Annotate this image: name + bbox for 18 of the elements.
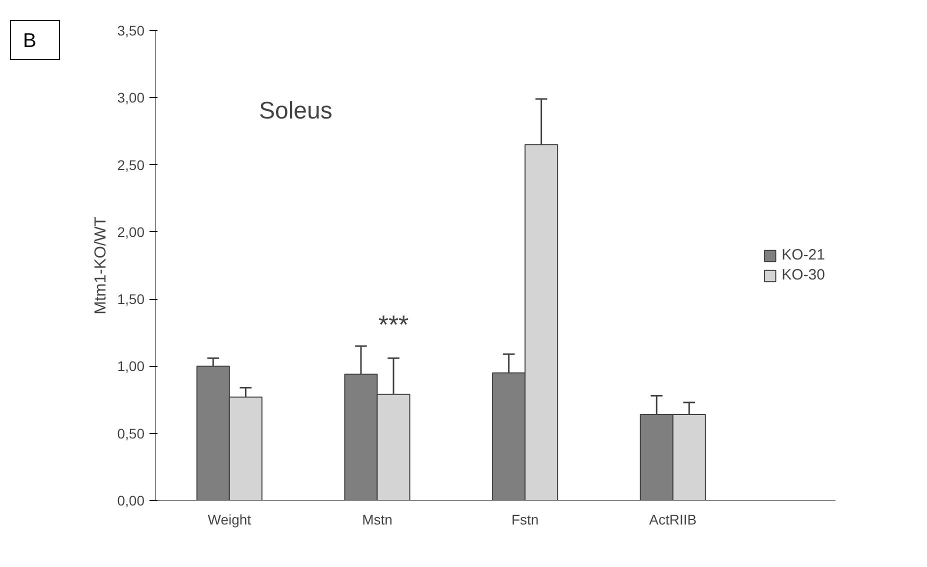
- x-tick-label: ActRIIB: [649, 512, 697, 528]
- x-tick-label: Weight: [208, 512, 252, 528]
- y-tick-label: 1,00: [117, 358, 145, 374]
- y-tick-label: 0,00: [117, 492, 145, 508]
- annotation: ***: [378, 309, 409, 340]
- x-tick-label: Mstn: [362, 512, 392, 528]
- y-tick-label: 2,00: [117, 224, 145, 240]
- y-tick-label: 0,50: [117, 425, 145, 442]
- y-tick-label: 2,50: [117, 156, 145, 173]
- text: B: [23, 29, 36, 54]
- y-tick-label: 1,50: [117, 291, 145, 308]
- x-tick-label: Fstn: [511, 512, 539, 528]
- y-tick-label: 3,50: [117, 22, 145, 38]
- legend-label: KO-30: [782, 266, 825, 284]
- annotation: Soleus: [258, 98, 332, 125]
- y-axis-title: Mtm1-KO/WT: [92, 216, 110, 314]
- y-tick-label: 3,00: [117, 90, 145, 106]
- legend-label: KO-21: [782, 246, 825, 264]
